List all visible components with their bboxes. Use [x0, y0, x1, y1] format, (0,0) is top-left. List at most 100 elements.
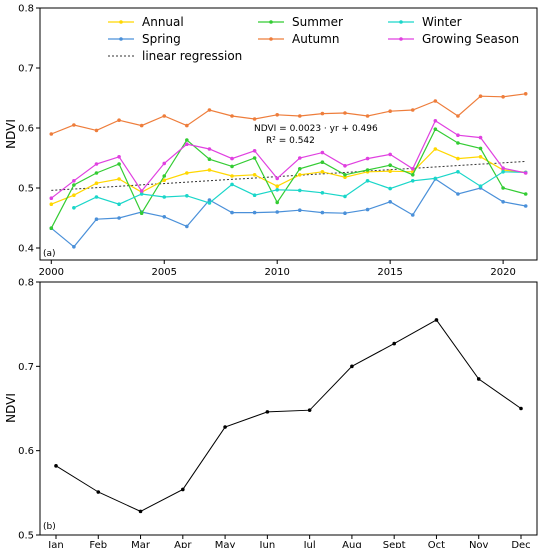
panel-b-y-tick-label: 0.8: [18, 278, 34, 289]
data-point-summer: [456, 141, 460, 145]
data-point-winter: [456, 170, 460, 174]
data-point-winter: [275, 188, 280, 192]
panel-b: 0.5 0.6 0.7 0.8 Jan Feb Mar Apr May Jun Jul Aug Sept…: [4, 278, 538, 548]
data-point-autumn: [501, 95, 505, 99]
legend-item-growing-season: Growing Season: [388, 32, 519, 46]
panel-b-frame: [39, 281, 538, 536]
legend-item-annual: Annual: [108, 15, 184, 29]
data-point-winter: [252, 193, 257, 197]
legend-marker-autumn: [269, 37, 273, 41]
data-point-growing-season: [139, 189, 144, 193]
data-point-annual: [117, 177, 121, 181]
panel-a-x-tick-label: 2010: [264, 267, 289, 278]
monthly-data-point: [54, 464, 58, 468]
legend-label-winter: Winter: [422, 15, 462, 29]
data-point-winter: [410, 179, 415, 183]
data-point-autumn: [297, 114, 302, 118]
data-point-growing-season: [410, 167, 415, 171]
legend-marker-winter: [399, 20, 403, 24]
data-point-autumn: [117, 118, 121, 122]
data-point-summer: [433, 127, 438, 131]
data-point-spring: [320, 210, 325, 215]
monthly-data-point: [181, 487, 185, 492]
data-point-summer: [94, 171, 99, 175]
data-point-summer: [478, 146, 483, 151]
data-point-growing-season: [343, 164, 347, 168]
panel-b-label: (b): [43, 522, 56, 532]
data-point-autumn: [478, 94, 483, 98]
series-summer: [49, 127, 528, 230]
panel-a-label: (a): [43, 249, 56, 259]
data-point-spring: [94, 217, 99, 221]
monthly-series: [54, 318, 523, 514]
panel-b-x-tick-label: Nov: [469, 540, 489, 548]
data-point-autumn: [162, 114, 167, 118]
panel-a-y-tick-label: 0.4: [18, 244, 34, 255]
legend-label-summer: Summer: [292, 15, 343, 29]
series-line-growing-season: [50, 119, 526, 199]
legend-item-spring: Spring: [108, 32, 181, 46]
data-point-winter: [72, 206, 76, 210]
panel-b-y-tick-label: 0.5: [18, 531, 34, 542]
series-line-autumn: [51, 93, 526, 135]
monthly-data-point: [476, 377, 481, 381]
data-point-growing-season: [320, 150, 325, 155]
data-point-growing-season: [252, 149, 257, 153]
panel-b-x-tick-label: Jun: [259, 540, 276, 548]
data-point-winter: [343, 194, 347, 199]
regression-equation: NDVI = 0.0023 · yr + 0.496: [254, 124, 378, 134]
legend-marker-annual: [119, 20, 123, 24]
data-point-autumn: [523, 92, 528, 96]
monthly-data-point: [350, 364, 354, 369]
panel-a-x-tick-label: 2000: [39, 267, 64, 278]
panel-b-x-tick-label: Sept: [383, 540, 406, 548]
data-point-spring: [523, 204, 528, 208]
series-line-annual: [51, 148, 526, 205]
panel-a-series: [49, 92, 528, 249]
data-point-annual: [72, 193, 76, 197]
data-point-growing-season: [117, 155, 121, 159]
panel-b-x-tick-label: Oct: [428, 540, 445, 548]
panel-b-y-tick-label: 0.7: [18, 362, 34, 373]
data-point-annual: [388, 169, 392, 173]
data-point-spring: [456, 192, 460, 196]
data-point-spring: [230, 210, 234, 215]
panel-a-x-tick-label: 2005: [152, 267, 177, 278]
monthly-data-point: [519, 406, 523, 411]
data-point-annual: [185, 171, 189, 175]
data-point-annual: [433, 147, 438, 151]
data-point-annual: [94, 181, 99, 185]
data-point-spring: [410, 213, 415, 217]
panel-b-x-tick-label: Feb: [89, 540, 107, 548]
data-point-summer: [388, 163, 392, 167]
data-point-winter: [388, 186, 392, 191]
data-point-annual: [297, 173, 302, 177]
data-point-growing-season: [72, 179, 76, 183]
data-point-growing-season: [94, 162, 99, 166]
legend-marker-spring: [119, 37, 123, 41]
data-point-autumn: [320, 111, 325, 116]
data-point-growing-season: [501, 166, 505, 170]
data-point-autumn: [410, 108, 415, 112]
monthly-data-point: [138, 509, 143, 514]
panel-b-x-tick-label: Jul: [303, 540, 316, 548]
panel-b-x-tick-label: Apr: [174, 540, 192, 548]
monthly-data-point: [307, 408, 312, 412]
data-point-growing-season: [230, 156, 234, 161]
legend-item-winter: Winter: [388, 15, 462, 29]
data-point-autumn: [72, 123, 76, 127]
data-point-winter: [94, 195, 99, 199]
series-line-summer: [50, 128, 526, 229]
series-autumn: [49, 92, 528, 136]
panel-b-series: [54, 318, 523, 514]
data-point-annual: [207, 168, 212, 172]
data-point-spring: [297, 208, 302, 212]
data-point-autumn: [456, 114, 460, 118]
data-point-autumn: [185, 123, 189, 128]
data-point-spring: [388, 200, 392, 204]
legend-label-spring: Spring: [142, 32, 181, 46]
legend-item-linear-regression: linear regression: [108, 49, 242, 63]
legend-label-growing-season: Growing Season: [422, 32, 519, 46]
data-point-winter: [117, 202, 121, 206]
